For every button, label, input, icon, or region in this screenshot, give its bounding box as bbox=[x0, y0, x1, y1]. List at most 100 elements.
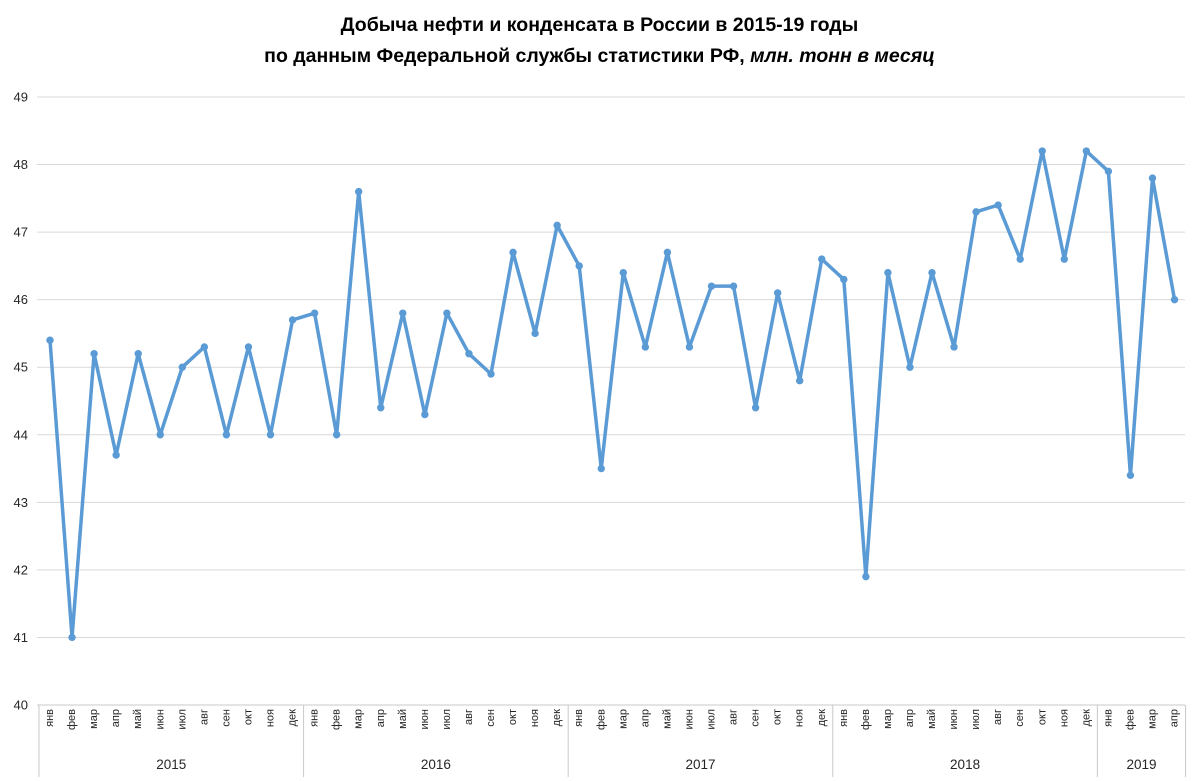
month-tick-label: янв bbox=[44, 709, 56, 727]
data-point-marker bbox=[68, 633, 76, 642]
data-point-marker bbox=[1038, 147, 1046, 155]
month-tick-label: июл bbox=[441, 709, 453, 730]
month-tick-label: фев bbox=[66, 709, 78, 730]
data-point-marker bbox=[1148, 174, 1157, 182]
month-tick-label: сен bbox=[485, 709, 497, 727]
month-tick-label: май bbox=[397, 709, 409, 729]
chart-title: Добыча нефти и конденсата в России в 201… bbox=[0, 10, 1199, 72]
month-tick-label: апр bbox=[1169, 709, 1181, 727]
month-tick-label: дек bbox=[287, 709, 299, 727]
month-tick-label: окт bbox=[772, 709, 784, 725]
month-tick-label: мар bbox=[617, 709, 629, 729]
data-point-marker bbox=[751, 404, 760, 412]
data-point-marker bbox=[531, 329, 539, 338]
data-point-marker bbox=[950, 343, 958, 351]
data-point-marker bbox=[266, 431, 275, 439]
data-point-marker bbox=[200, 343, 209, 351]
data-point-marker bbox=[1060, 255, 1069, 263]
data-point-marker bbox=[399, 309, 407, 317]
year-label: 2018 bbox=[950, 757, 980, 772]
month-tick-label: авг bbox=[992, 709, 1004, 725]
data-point-marker bbox=[222, 431, 231, 439]
month-tick-label: ноя bbox=[529, 709, 541, 727]
data-point-marker bbox=[641, 343, 650, 351]
data-point-marker bbox=[156, 431, 164, 439]
chart-title-line2-italic: млн. тонн в месяц bbox=[745, 45, 935, 67]
data-point-marker bbox=[994, 201, 1002, 209]
year-label: 2017 bbox=[685, 757, 715, 772]
month-tick-label: апр bbox=[904, 709, 916, 727]
month-tick-label: янв bbox=[309, 709, 321, 727]
month-tick-label: июн bbox=[154, 709, 166, 729]
data-point-marker bbox=[244, 343, 253, 351]
month-tick-label: июн bbox=[419, 709, 431, 729]
month-tick-label: дек bbox=[1080, 709, 1092, 727]
data-point-marker bbox=[90, 350, 98, 358]
month-tick-label: мар bbox=[882, 709, 894, 729]
month-tick-label: янв bbox=[1102, 709, 1114, 727]
month-tick-label: ноя bbox=[1058, 709, 1070, 727]
data-point-marker bbox=[553, 221, 561, 230]
data-point-marker bbox=[332, 431, 341, 439]
data-point-marker bbox=[509, 248, 517, 257]
data-point-marker bbox=[443, 309, 451, 317]
y-tick-label: 48 bbox=[14, 157, 28, 172]
y-tick-label: 45 bbox=[14, 360, 28, 375]
data-point-marker bbox=[1170, 295, 1179, 304]
y-tick-label: 43 bbox=[14, 495, 28, 510]
data-point-marker bbox=[112, 451, 120, 459]
y-tick-label: 47 bbox=[14, 225, 28, 240]
month-tick-label: июл bbox=[176, 709, 188, 730]
month-tick-label: мар bbox=[88, 709, 100, 729]
month-tick-label: фев bbox=[1124, 709, 1136, 730]
month-tick-label: окт bbox=[507, 709, 519, 725]
data-point-marker bbox=[884, 268, 892, 277]
month-tick-label: май bbox=[132, 709, 144, 729]
month-tick-label: мар bbox=[1147, 709, 1159, 729]
data-point-marker bbox=[46, 336, 54, 344]
chart-title-line2: по данным Федеральной службы статистики … bbox=[0, 41, 1199, 72]
data-point-marker bbox=[575, 262, 583, 270]
y-tick-label: 46 bbox=[14, 292, 28, 307]
month-tick-label: авг bbox=[198, 709, 210, 725]
month-tick-label: сен bbox=[220, 709, 232, 727]
data-point-marker bbox=[178, 363, 186, 371]
month-tick-label: сен bbox=[1014, 709, 1026, 727]
year-label: 2019 bbox=[1126, 757, 1156, 772]
y-tick-label: 49 bbox=[14, 90, 28, 105]
data-point-marker bbox=[355, 187, 363, 196]
y-tick-label: 44 bbox=[14, 427, 28, 442]
y-tick-label: 40 bbox=[14, 698, 28, 713]
month-tick-label: ноя bbox=[265, 709, 277, 727]
data-point-marker bbox=[1016, 255, 1024, 263]
data-point-marker bbox=[840, 275, 848, 284]
month-tick-label: авг bbox=[728, 709, 740, 725]
month-tick-label: фев bbox=[860, 709, 872, 730]
data-point-marker bbox=[288, 316, 297, 324]
month-tick-label: июн bbox=[948, 709, 960, 729]
data-point-marker bbox=[773, 289, 782, 297]
data-point-marker bbox=[707, 282, 716, 290]
month-tick-label: ноя bbox=[794, 709, 806, 727]
chart-title-line2-italic-text: млн. тонн в месяц bbox=[750, 45, 935, 67]
year-label: 2015 bbox=[156, 757, 186, 772]
data-point-marker bbox=[421, 410, 429, 419]
month-tick-label: фев bbox=[595, 709, 607, 730]
month-tick-label: авг bbox=[463, 709, 475, 725]
data-point-marker bbox=[134, 350, 142, 358]
data-point-marker bbox=[1104, 167, 1113, 176]
data-point-marker bbox=[972, 208, 980, 216]
y-tick-label: 41 bbox=[14, 630, 28, 645]
data-point-marker bbox=[685, 343, 694, 351]
data-point-marker bbox=[1082, 147, 1091, 155]
series-line bbox=[48, 149, 1177, 640]
chart-title-line2-bold: по данным Федеральной службы статистики … bbox=[264, 45, 745, 67]
month-tick-label: окт bbox=[1036, 709, 1048, 725]
data-point-marker bbox=[487, 370, 495, 378]
month-tick-label: апр bbox=[375, 709, 387, 727]
month-tick-label: дек bbox=[816, 709, 828, 727]
data-point-marker bbox=[818, 255, 826, 263]
data-point-marker bbox=[377, 404, 385, 412]
month-tick-label: фев bbox=[331, 709, 343, 730]
